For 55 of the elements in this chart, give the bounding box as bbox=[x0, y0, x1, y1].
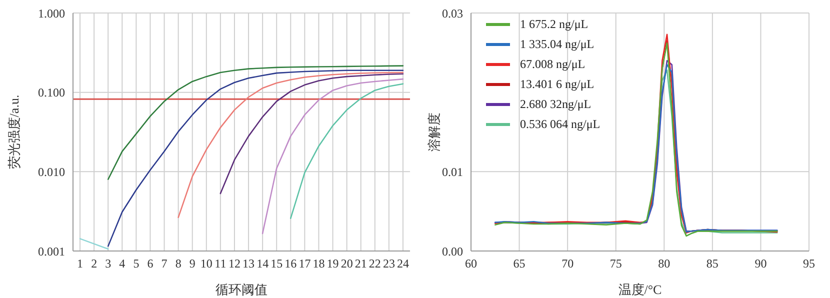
x-tick-label: 7 bbox=[161, 256, 168, 271]
x-tick-label: 10 bbox=[200, 256, 212, 271]
x-tick-label: 80 bbox=[658, 256, 670, 271]
legend-label: 1 675.2 ng/μL bbox=[520, 16, 588, 33]
x-tick-label: 90 bbox=[754, 256, 767, 271]
legend-label: 0.536 064 ng/μL bbox=[520, 116, 600, 133]
y-tick-label: 1.000 bbox=[38, 6, 65, 20]
legend-label: 13.401 6 ng/μL bbox=[520, 76, 594, 93]
x-tick-label: 6 bbox=[147, 256, 154, 271]
x-tick-label: 85 bbox=[706, 256, 718, 271]
x-tick-label: 13 bbox=[242, 256, 255, 271]
y-axis-title: 溶解度 bbox=[426, 112, 442, 152]
x-tick-label: 20 bbox=[340, 256, 353, 271]
legend-label: 67.008 ng/μL bbox=[520, 56, 586, 73]
x-tick-label: 24 bbox=[396, 256, 409, 271]
line-series bbox=[178, 72, 404, 218]
y-tick-label: 0.010 bbox=[38, 164, 65, 179]
line-series bbox=[107, 65, 404, 180]
x-tick-label: 95 bbox=[803, 256, 815, 271]
x-tick-label: 14 bbox=[256, 256, 269, 271]
line-series bbox=[220, 73, 404, 194]
x-tick-label: 9 bbox=[189, 256, 196, 271]
x-axis-title: 温度/°C bbox=[618, 282, 662, 297]
x-tick-label: 19 bbox=[326, 256, 339, 271]
x-tick-label: 22 bbox=[368, 256, 381, 271]
x-axis-title: 循环阈值 bbox=[216, 282, 268, 297]
x-tick-label: 17 bbox=[298, 256, 311, 271]
legend-label: 2.680 32ng/μL bbox=[520, 96, 592, 113]
x-tick-label: 65 bbox=[513, 256, 526, 271]
x-tick-label: 60 bbox=[465, 256, 477, 271]
y-tick-label: 0.01 bbox=[442, 164, 463, 179]
x-tick-label: 12 bbox=[228, 256, 240, 271]
x-tick-label: 16 bbox=[284, 256, 297, 271]
x-tick-label: 1 bbox=[77, 256, 84, 271]
line-series bbox=[107, 70, 404, 247]
y-tick-label: 0.001 bbox=[38, 244, 65, 258]
y-axis-title: 荧光强度/a.u. bbox=[6, 94, 22, 170]
x-tick-label: 70 bbox=[562, 256, 574, 271]
x-tick-label: 11 bbox=[214, 256, 226, 271]
x-tick-label: 21 bbox=[354, 256, 367, 271]
line-series bbox=[262, 78, 404, 234]
x-tick-label: 4 bbox=[119, 256, 126, 271]
x-tick-label: 18 bbox=[312, 256, 325, 271]
x-tick-label: 75 bbox=[610, 256, 622, 271]
y-tick-label: 0.100 bbox=[38, 86, 65, 100]
legend-label: 1 335.04 ng/μL bbox=[520, 36, 594, 53]
x-tick-label: 23 bbox=[382, 256, 395, 271]
y-tick-label: 0.00 bbox=[442, 244, 463, 258]
x-tick-label: 8 bbox=[175, 256, 182, 271]
y-tick-label: 0.03 bbox=[442, 6, 463, 20]
x-tick-label: 2 bbox=[91, 256, 98, 271]
x-tick-label: 3 bbox=[105, 256, 112, 271]
x-tick-label: 5 bbox=[133, 256, 140, 271]
line-series bbox=[290, 83, 404, 219]
x-tick-label: 15 bbox=[270, 256, 283, 271]
